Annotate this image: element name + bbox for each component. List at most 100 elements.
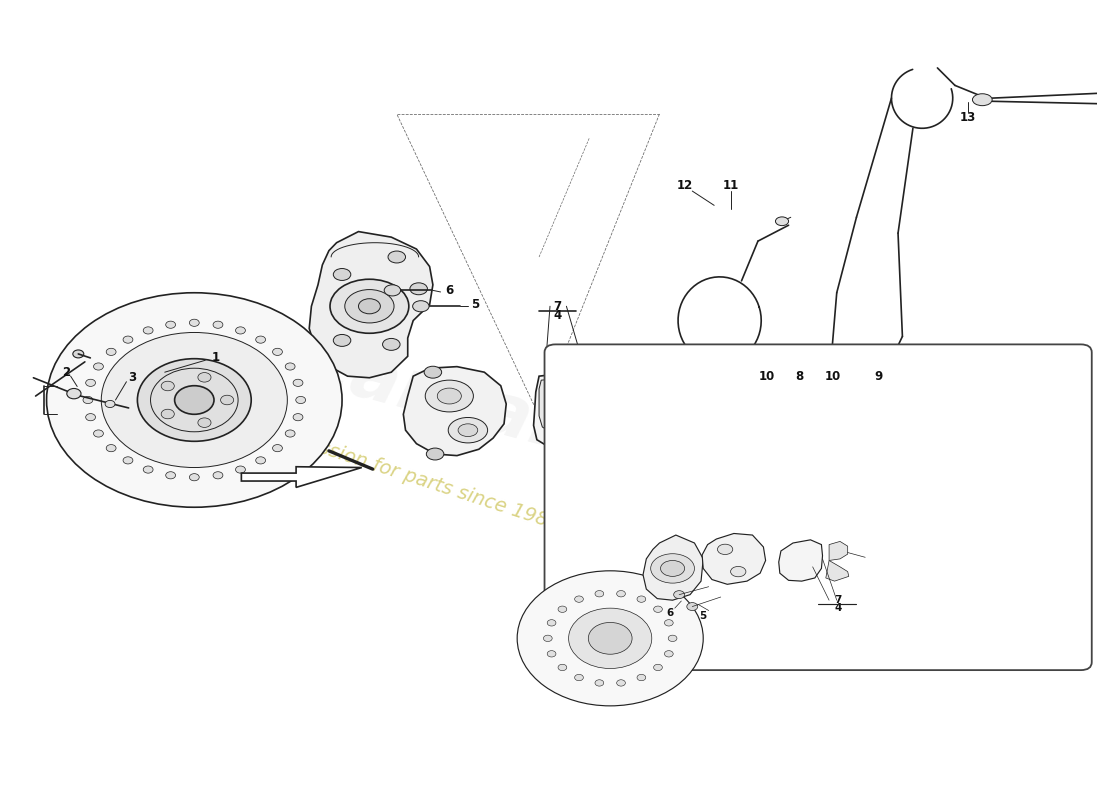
FancyBboxPatch shape bbox=[544, 344, 1091, 670]
Text: a passion for parts since 1985: a passion for parts since 1985 bbox=[276, 425, 562, 534]
Ellipse shape bbox=[383, 338, 400, 350]
Ellipse shape bbox=[285, 363, 295, 370]
Ellipse shape bbox=[46, 293, 342, 507]
Text: 7: 7 bbox=[834, 595, 842, 605]
Ellipse shape bbox=[426, 380, 473, 412]
Ellipse shape bbox=[651, 554, 694, 583]
Ellipse shape bbox=[293, 379, 303, 386]
Ellipse shape bbox=[235, 466, 245, 473]
Ellipse shape bbox=[67, 389, 81, 399]
Ellipse shape bbox=[569, 608, 652, 669]
Ellipse shape bbox=[162, 382, 174, 390]
Ellipse shape bbox=[166, 472, 176, 479]
Ellipse shape bbox=[730, 566, 746, 577]
Polygon shape bbox=[404, 366, 506, 456]
Ellipse shape bbox=[547, 650, 556, 657]
Ellipse shape bbox=[517, 571, 703, 706]
Text: 2: 2 bbox=[63, 366, 70, 378]
Ellipse shape bbox=[123, 457, 133, 464]
Ellipse shape bbox=[654, 388, 678, 404]
Text: 4: 4 bbox=[553, 310, 562, 322]
Ellipse shape bbox=[175, 386, 214, 414]
Polygon shape bbox=[603, 400, 622, 412]
Polygon shape bbox=[241, 466, 362, 487]
Ellipse shape bbox=[101, 333, 287, 467]
Text: 7: 7 bbox=[553, 300, 562, 313]
Ellipse shape bbox=[813, 386, 830, 398]
Ellipse shape bbox=[293, 414, 303, 421]
Ellipse shape bbox=[717, 544, 733, 554]
Ellipse shape bbox=[198, 418, 211, 427]
Ellipse shape bbox=[873, 396, 883, 404]
Ellipse shape bbox=[143, 466, 153, 473]
Polygon shape bbox=[702, 534, 766, 584]
Polygon shape bbox=[826, 561, 849, 581]
Ellipse shape bbox=[972, 94, 992, 106]
Ellipse shape bbox=[94, 363, 103, 370]
Ellipse shape bbox=[574, 596, 583, 602]
Ellipse shape bbox=[189, 474, 199, 481]
Ellipse shape bbox=[637, 596, 646, 602]
Polygon shape bbox=[534, 372, 603, 448]
Ellipse shape bbox=[296, 397, 306, 403]
Text: 5: 5 bbox=[472, 298, 480, 311]
Ellipse shape bbox=[384, 285, 400, 296]
Text: 6: 6 bbox=[667, 608, 674, 618]
Ellipse shape bbox=[285, 430, 295, 437]
Ellipse shape bbox=[427, 448, 443, 460]
Ellipse shape bbox=[659, 392, 672, 400]
Text: 12: 12 bbox=[676, 179, 693, 192]
Ellipse shape bbox=[804, 399, 817, 409]
Ellipse shape bbox=[123, 336, 133, 343]
Text: 3: 3 bbox=[128, 371, 136, 384]
Text: eurocarparts: eurocarparts bbox=[122, 282, 649, 486]
Text: 4: 4 bbox=[834, 603, 842, 613]
Ellipse shape bbox=[664, 620, 673, 626]
Polygon shape bbox=[829, 542, 848, 561]
Ellipse shape bbox=[547, 620, 556, 626]
Ellipse shape bbox=[595, 590, 604, 597]
Ellipse shape bbox=[143, 327, 153, 334]
Ellipse shape bbox=[273, 445, 283, 452]
Ellipse shape bbox=[558, 664, 566, 670]
Ellipse shape bbox=[410, 283, 428, 294]
Ellipse shape bbox=[595, 680, 604, 686]
Text: 8: 8 bbox=[795, 370, 804, 382]
Ellipse shape bbox=[213, 472, 223, 479]
Ellipse shape bbox=[558, 606, 566, 613]
Ellipse shape bbox=[448, 418, 487, 443]
Ellipse shape bbox=[82, 397, 92, 403]
Ellipse shape bbox=[664, 650, 673, 657]
Text: 1: 1 bbox=[212, 351, 220, 364]
Text: 9: 9 bbox=[874, 370, 882, 382]
Ellipse shape bbox=[138, 358, 251, 442]
Ellipse shape bbox=[166, 321, 176, 328]
Text: 5: 5 bbox=[700, 611, 707, 621]
Ellipse shape bbox=[189, 319, 199, 326]
Ellipse shape bbox=[617, 590, 626, 597]
Ellipse shape bbox=[221, 395, 233, 405]
Ellipse shape bbox=[588, 622, 632, 654]
Ellipse shape bbox=[637, 674, 646, 681]
Ellipse shape bbox=[784, 390, 802, 402]
Ellipse shape bbox=[107, 445, 117, 452]
Polygon shape bbox=[616, 386, 640, 426]
Ellipse shape bbox=[333, 334, 351, 346]
Text: 10: 10 bbox=[824, 370, 840, 382]
Text: 13: 13 bbox=[960, 111, 976, 125]
Ellipse shape bbox=[330, 279, 409, 334]
Ellipse shape bbox=[86, 414, 96, 421]
Ellipse shape bbox=[344, 290, 394, 323]
Ellipse shape bbox=[660, 561, 684, 576]
Text: 6: 6 bbox=[446, 284, 453, 297]
Ellipse shape bbox=[673, 590, 684, 598]
Ellipse shape bbox=[213, 321, 223, 328]
Ellipse shape bbox=[388, 251, 406, 263]
Polygon shape bbox=[644, 535, 703, 600]
Ellipse shape bbox=[438, 388, 461, 404]
Text: 11: 11 bbox=[723, 179, 739, 192]
Ellipse shape bbox=[412, 301, 429, 312]
Polygon shape bbox=[539, 378, 596, 435]
Ellipse shape bbox=[425, 366, 441, 378]
Ellipse shape bbox=[686, 602, 697, 610]
